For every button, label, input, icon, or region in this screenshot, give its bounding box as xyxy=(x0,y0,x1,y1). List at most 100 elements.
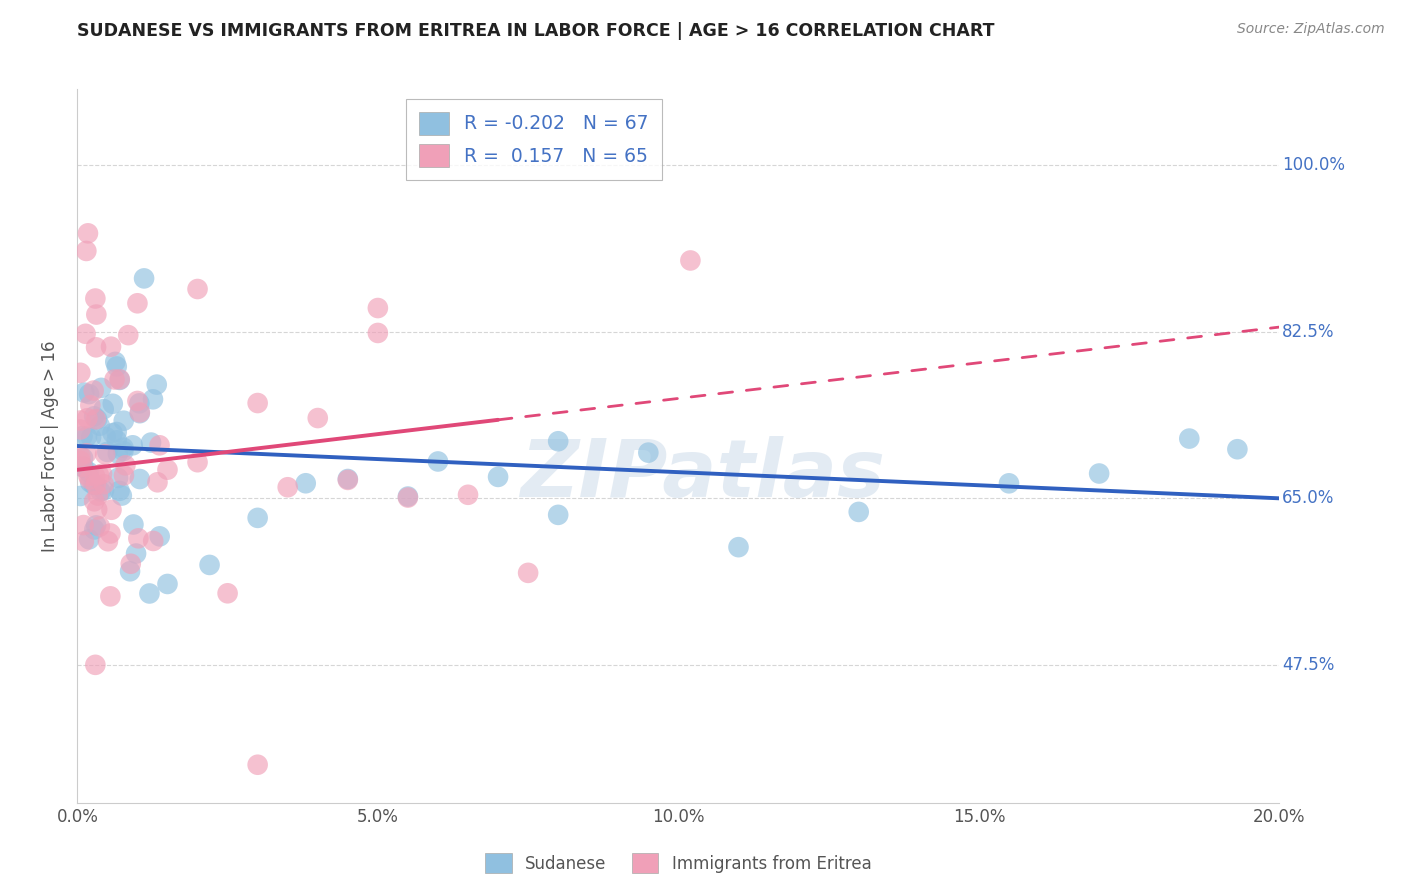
Point xyxy=(246,511,269,525)
Point xyxy=(79,398,101,412)
Point xyxy=(108,372,131,386)
Point xyxy=(547,434,569,449)
Text: Source: ZipAtlas.com: Source: ZipAtlas.com xyxy=(1237,22,1385,37)
Point xyxy=(367,301,389,315)
Point xyxy=(118,564,141,578)
Text: 82.5%: 82.5% xyxy=(1282,323,1334,341)
Point xyxy=(72,518,94,533)
Point xyxy=(97,534,120,549)
Point xyxy=(217,586,239,600)
Point xyxy=(73,385,96,400)
Point xyxy=(79,472,101,486)
Point xyxy=(105,434,128,448)
Point xyxy=(69,449,91,463)
Point xyxy=(125,547,148,561)
Point xyxy=(307,411,329,425)
Point xyxy=(93,402,115,417)
Point xyxy=(86,308,108,322)
Point xyxy=(105,425,128,439)
Point xyxy=(69,454,91,468)
Point xyxy=(127,296,149,310)
Point xyxy=(83,523,105,537)
Point xyxy=(139,435,162,450)
Point xyxy=(149,529,172,543)
Point xyxy=(156,463,179,477)
Point xyxy=(101,426,124,441)
Point xyxy=(367,326,389,340)
Point xyxy=(87,489,110,503)
Point xyxy=(112,468,135,483)
Point xyxy=(547,508,569,522)
Point xyxy=(149,438,172,452)
Point xyxy=(336,472,359,486)
Point xyxy=(112,444,135,458)
Point xyxy=(120,557,142,571)
Point xyxy=(83,384,105,398)
Point xyxy=(637,445,659,459)
Point xyxy=(138,586,160,600)
Point xyxy=(77,387,100,401)
Text: ZIPatlas: ZIPatlas xyxy=(520,435,884,514)
Point xyxy=(336,473,359,487)
Point xyxy=(127,532,149,546)
Point xyxy=(72,459,94,474)
Point xyxy=(396,491,419,505)
Point xyxy=(727,540,749,554)
Point xyxy=(146,475,169,490)
Point xyxy=(145,377,167,392)
Point xyxy=(396,490,419,504)
Point xyxy=(69,413,91,427)
Point xyxy=(277,480,299,494)
Point xyxy=(72,460,94,475)
Point xyxy=(198,558,221,572)
Point xyxy=(156,577,179,591)
Point xyxy=(246,757,269,772)
Point xyxy=(84,657,107,672)
Point xyxy=(121,438,143,452)
Point xyxy=(90,484,112,499)
Point xyxy=(186,282,209,296)
Point xyxy=(294,476,316,491)
Legend: Sudanese, Immigrants from Eritrea: Sudanese, Immigrants from Eritrea xyxy=(478,847,879,880)
Point xyxy=(100,590,122,604)
Point xyxy=(94,447,117,461)
Point xyxy=(104,355,127,369)
Point xyxy=(128,396,150,410)
Point xyxy=(76,446,98,460)
Point xyxy=(75,326,97,341)
Point xyxy=(127,394,149,409)
Point xyxy=(84,340,107,354)
Point xyxy=(111,489,134,503)
Point xyxy=(1088,467,1111,481)
Point xyxy=(848,505,870,519)
Point xyxy=(114,458,136,473)
Point xyxy=(91,467,114,481)
Point xyxy=(93,477,115,491)
Point xyxy=(101,397,124,411)
Point xyxy=(112,441,135,455)
Point xyxy=(108,483,131,498)
Text: 100.0%: 100.0% xyxy=(1282,156,1346,174)
Point xyxy=(457,488,479,502)
Point xyxy=(1226,442,1249,457)
Point xyxy=(100,526,122,541)
Text: 65.0%: 65.0% xyxy=(1282,490,1334,508)
Point xyxy=(142,533,165,548)
Point xyxy=(69,489,91,503)
Point xyxy=(72,429,94,443)
Point xyxy=(69,422,91,436)
Point xyxy=(104,372,127,386)
Point xyxy=(84,477,107,491)
Point xyxy=(108,373,131,387)
Point xyxy=(69,366,91,380)
Point xyxy=(86,412,108,426)
Point xyxy=(89,519,111,533)
Point xyxy=(77,533,100,547)
Point xyxy=(486,470,509,484)
Text: SUDANESE VS IMMIGRANTS FROM ERITREA IN LABOR FORCE | AGE > 16 CORRELATION CHART: SUDANESE VS IMMIGRANTS FROM ERITREA IN L… xyxy=(77,22,995,40)
Point xyxy=(89,418,111,433)
Point xyxy=(96,445,118,459)
Point xyxy=(107,471,129,485)
Point xyxy=(427,454,450,468)
Point xyxy=(76,411,98,425)
